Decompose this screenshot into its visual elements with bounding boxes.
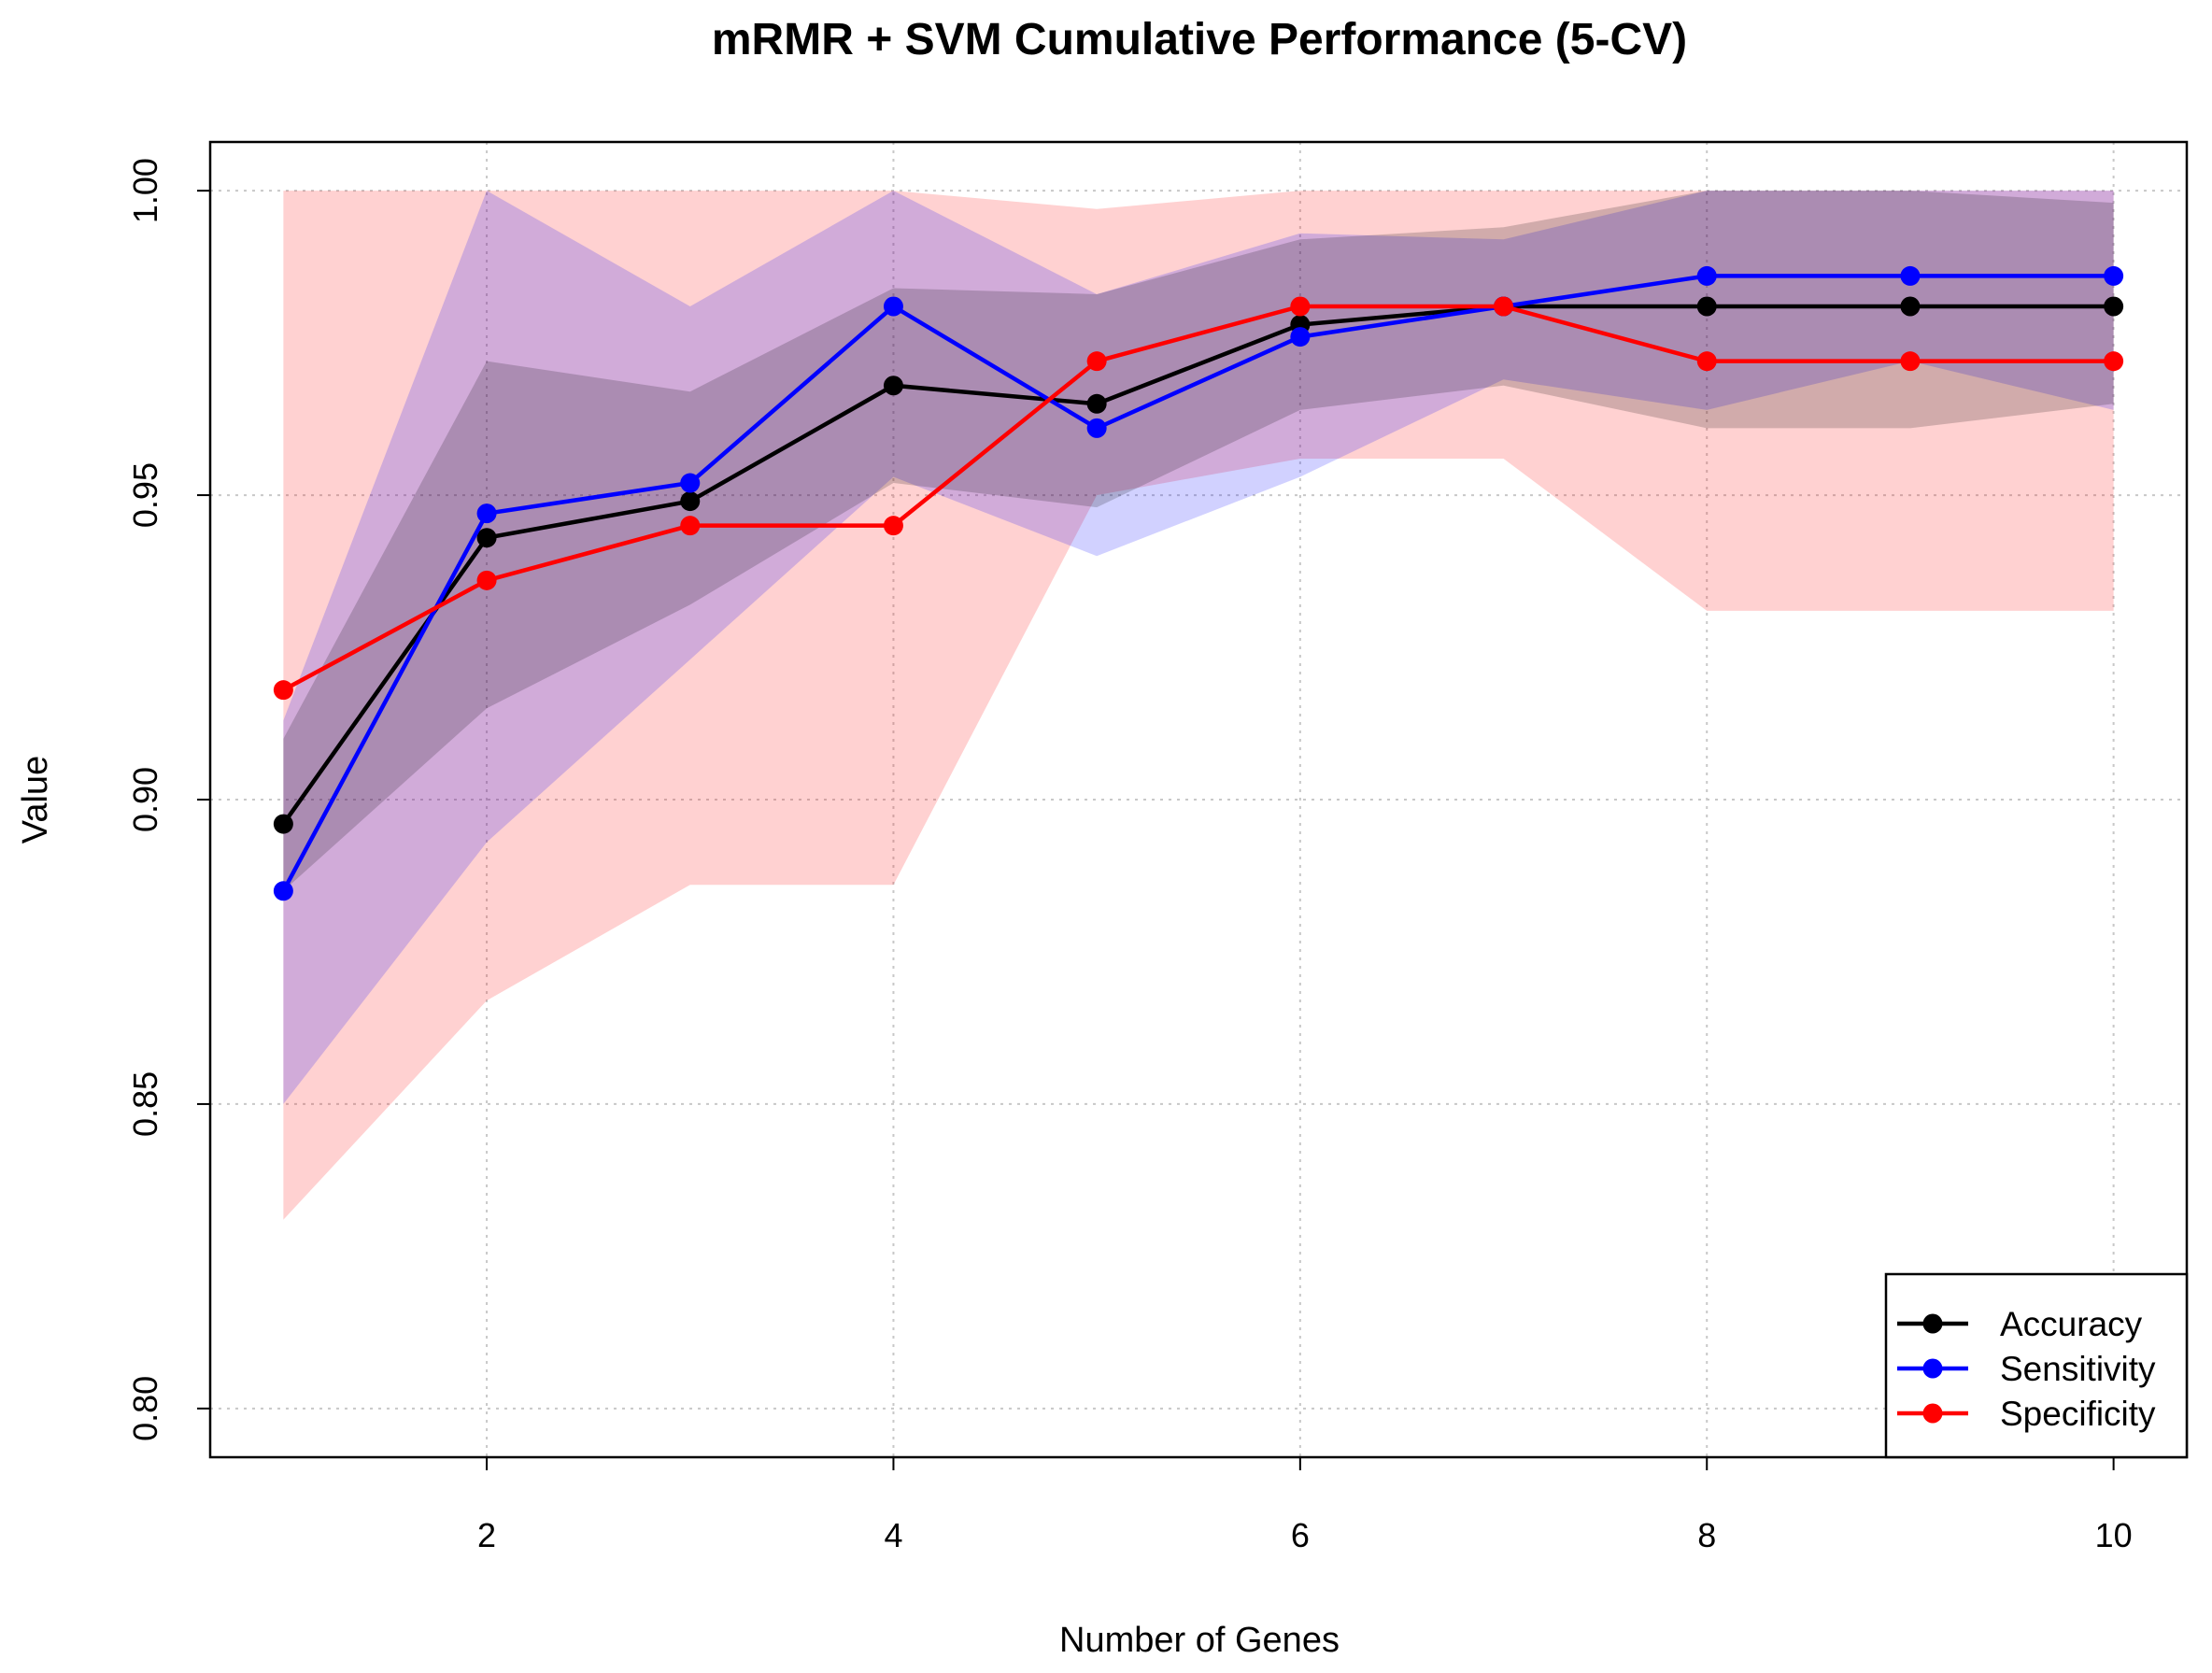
band [283, 191, 2114, 1104]
point [1290, 296, 1311, 317]
x-tick-label: 10 [2095, 1516, 2133, 1554]
x-tick-label: 4 [884, 1516, 902, 1554]
legend-label: Specificity [2000, 1395, 2156, 1433]
point [680, 491, 701, 512]
point [1696, 265, 1717, 286]
point [2104, 296, 2124, 317]
point [1494, 296, 1514, 317]
point [2104, 351, 2124, 372]
x-axis-label: Number of Genes [1059, 1621, 1340, 1660]
point [1900, 265, 1921, 286]
point [680, 473, 701, 493]
point [476, 570, 497, 590]
point [1086, 393, 1107, 414]
point [883, 296, 903, 317]
point [476, 503, 497, 524]
point [883, 376, 903, 396]
band [283, 191, 2114, 1220]
point [1696, 296, 1717, 317]
point [1290, 327, 1311, 347]
line [281, 274, 2114, 892]
y-tick-label: 0.80 [126, 1376, 164, 1441]
point [273, 680, 293, 701]
x-tick-label: 6 [1291, 1516, 1310, 1554]
plot-frame [208, 140, 2189, 1459]
line [281, 304, 2114, 826]
legend-label: Accuracy [2000, 1305, 2143, 1343]
point [476, 528, 497, 548]
point [1900, 351, 1921, 372]
chart-title: mRMR + SVM Cumulative Performance (5-CV) [712, 15, 1687, 64]
legend-label: Sensitivity [2000, 1350, 2156, 1388]
y-tick-label: 1.00 [126, 158, 164, 223]
y-tick-label: 0.85 [126, 1071, 164, 1137]
y-tick-label: 0.90 [126, 767, 164, 832]
x-tick-label: 8 [1697, 1516, 1716, 1554]
point [1696, 351, 1717, 372]
point [1900, 296, 1921, 317]
point [273, 814, 293, 834]
line [282, 304, 2114, 692]
y-axis-label: Value [16, 756, 55, 844]
y-tick-label: 0.95 [126, 462, 164, 528]
point [273, 881, 293, 901]
point [1086, 351, 1107, 372]
legend-marker [1922, 1313, 1943, 1334]
legend-marker [1922, 1358, 1943, 1379]
x-tick-label: 2 [477, 1516, 496, 1554]
point [1086, 418, 1107, 438]
band [283, 191, 2114, 891]
point [680, 516, 701, 536]
point [883, 516, 903, 536]
legend-marker [1922, 1403, 1943, 1424]
point [2104, 265, 2124, 286]
